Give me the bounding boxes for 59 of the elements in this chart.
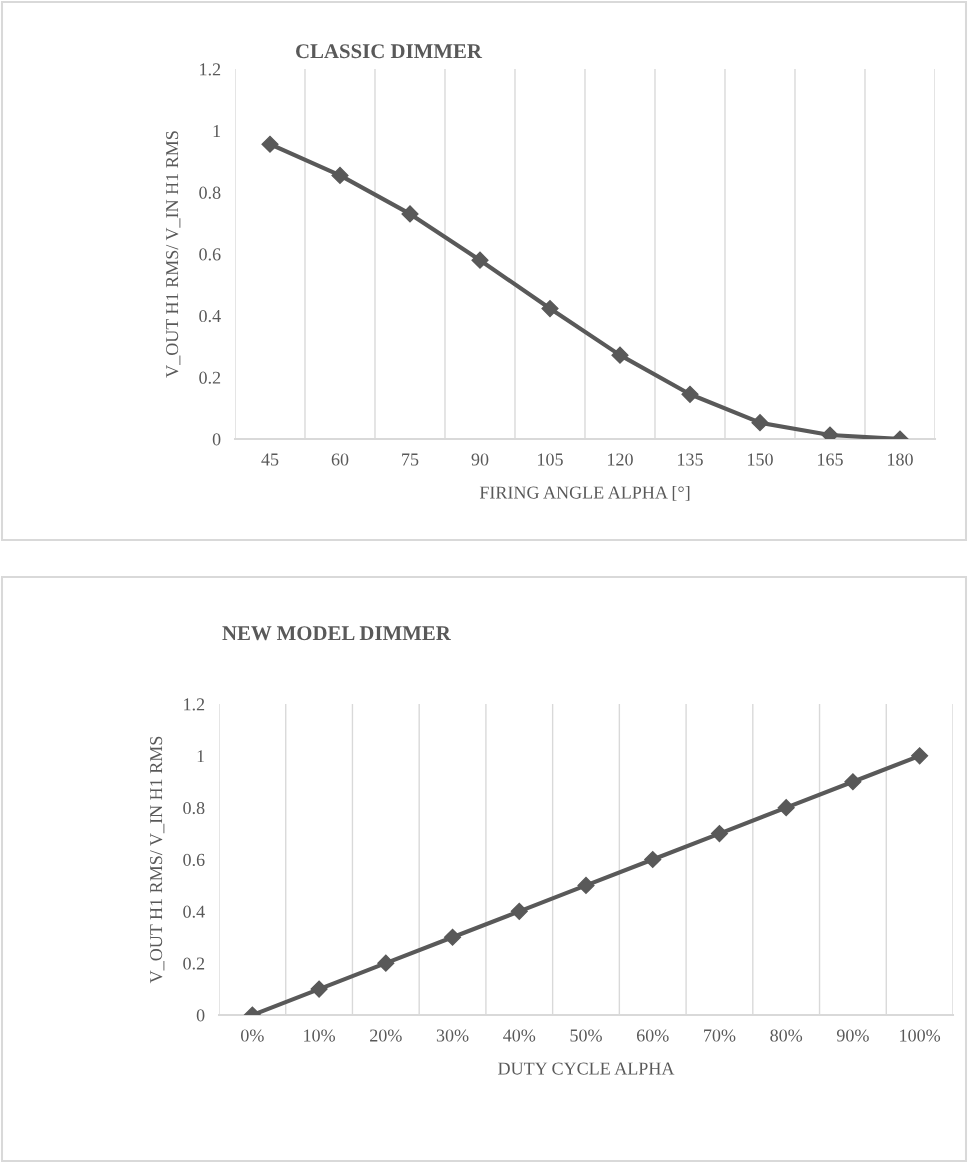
point — [377, 954, 395, 972]
point — [443, 928, 462, 946]
y-tick-label: 1 — [213, 125, 221, 137]
y-axis-title: V_OUT H1 RMS/ V_IN H1 RMS — [150, 736, 165, 984]
y-tick-label: 0.2 — [199, 371, 221, 384]
y-tick-label: 0.6 — [183, 853, 205, 867]
x-tick-label: 30% — [436, 1029, 469, 1042]
x-axis-title: DUTY CYCLE ALPHA — [498, 1062, 675, 1075]
chart-title: NEW MODEL DIMMER — [222, 626, 451, 641]
point — [777, 799, 795, 817]
point — [611, 346, 629, 364]
x-tick-label: 150 — [748, 453, 773, 466]
y-tick-label: 1.2 — [184, 698, 205, 711]
point — [310, 980, 328, 998]
x-tick-label: 75 — [402, 453, 419, 466]
y-axis-title: V_OUT H1 RMS/ V_IN H1 RMS — [166, 131, 181, 378]
y-tick-label: 0.2 — [183, 957, 205, 970]
point — [261, 135, 279, 153]
point — [577, 876, 595, 894]
point — [844, 773, 862, 791]
y-tick-label: 1.2 — [200, 63, 221, 76]
point — [541, 300, 559, 318]
point — [471, 251, 489, 269]
y-tick-label: 0 — [196, 1009, 205, 1022]
x-tick-label: 135 — [678, 453, 703, 466]
x-tick-label: 60% — [636, 1029, 669, 1042]
x-tick-label: 10% — [304, 1029, 336, 1042]
y-tick-label: 0.4 — [183, 905, 205, 918]
y-tick-label: 0.8 — [199, 186, 221, 199]
y-tick-label: 0.4 — [199, 309, 221, 323]
point — [911, 747, 929, 765]
point — [401, 205, 419, 223]
point — [331, 166, 349, 184]
x-tick-label: 45 — [261, 453, 279, 466]
x-tick-label: 0% — [241, 1029, 264, 1042]
chart-title: CLASSIC DIMMER — [296, 44, 483, 59]
point — [510, 902, 528, 920]
x-tick-label: 180 — [888, 453, 913, 466]
y-tick-label: 0 — [212, 433, 221, 446]
y-tick-label: 0.6 — [199, 248, 221, 261]
point — [681, 385, 699, 403]
x-tick-label: 90 — [471, 453, 489, 466]
y-tick-label: 0.8 — [183, 801, 205, 815]
x-tick-label: 90% — [836, 1029, 869, 1042]
x-tick-label: 40% — [503, 1029, 536, 1042]
x-tick-label: 50% — [570, 1029, 602, 1042]
y-tick-label: 1 — [197, 750, 205, 763]
x-tick-label: 80% — [770, 1029, 803, 1042]
x-tick-label: 120 — [608, 453, 633, 466]
x-axis-title: FIRING ANGLE ALPHA [°] — [479, 485, 690, 501]
x-tick-label: 20% — [370, 1029, 402, 1042]
x-tick-label: 100% — [900, 1029, 941, 1042]
x-tick-label: 105 — [538, 453, 563, 466]
point — [644, 850, 662, 869]
point — [710, 825, 729, 843]
point — [751, 414, 769, 432]
x-tick-label: 165 — [818, 453, 843, 466]
x-tick-label: 70% — [704, 1029, 736, 1042]
x-tick-label: 60 — [331, 453, 349, 466]
